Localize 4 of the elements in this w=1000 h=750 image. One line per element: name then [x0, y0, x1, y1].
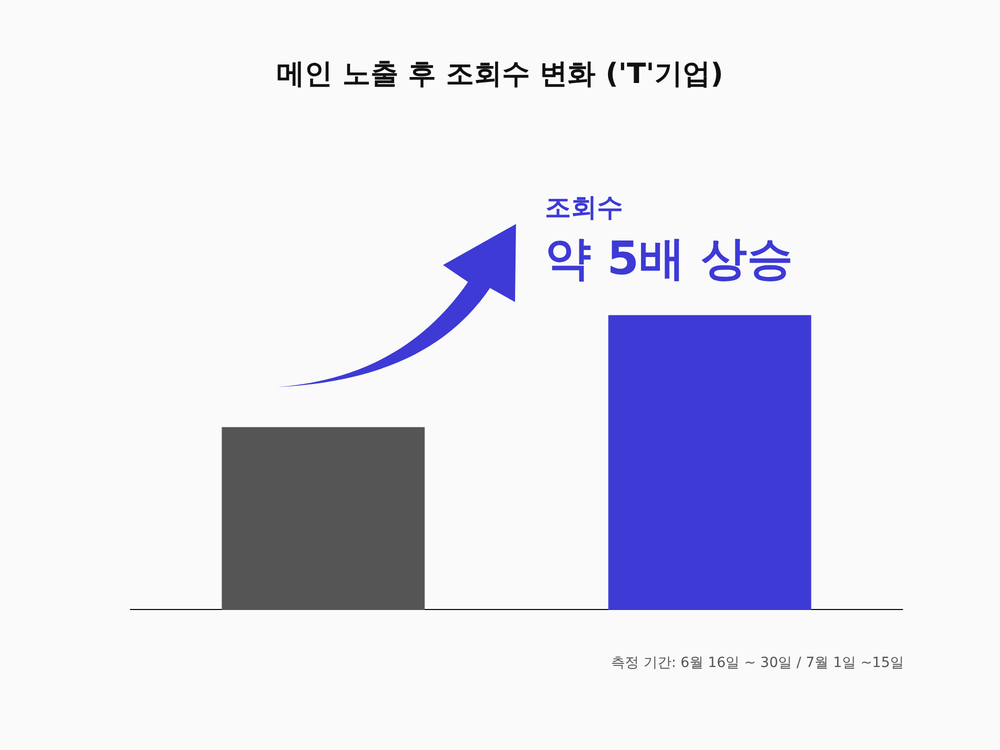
chart-title: 메인 노출 후 조회수 변화 ('T'기업): [276, 56, 724, 92]
text: 조회수: [545, 192, 623, 225]
text: 측정 기간: 6월 16일 ~ 30일 / 7월 1일 ~15일: [610, 654, 904, 672]
text: 약 5배 상승: [545, 230, 794, 287]
